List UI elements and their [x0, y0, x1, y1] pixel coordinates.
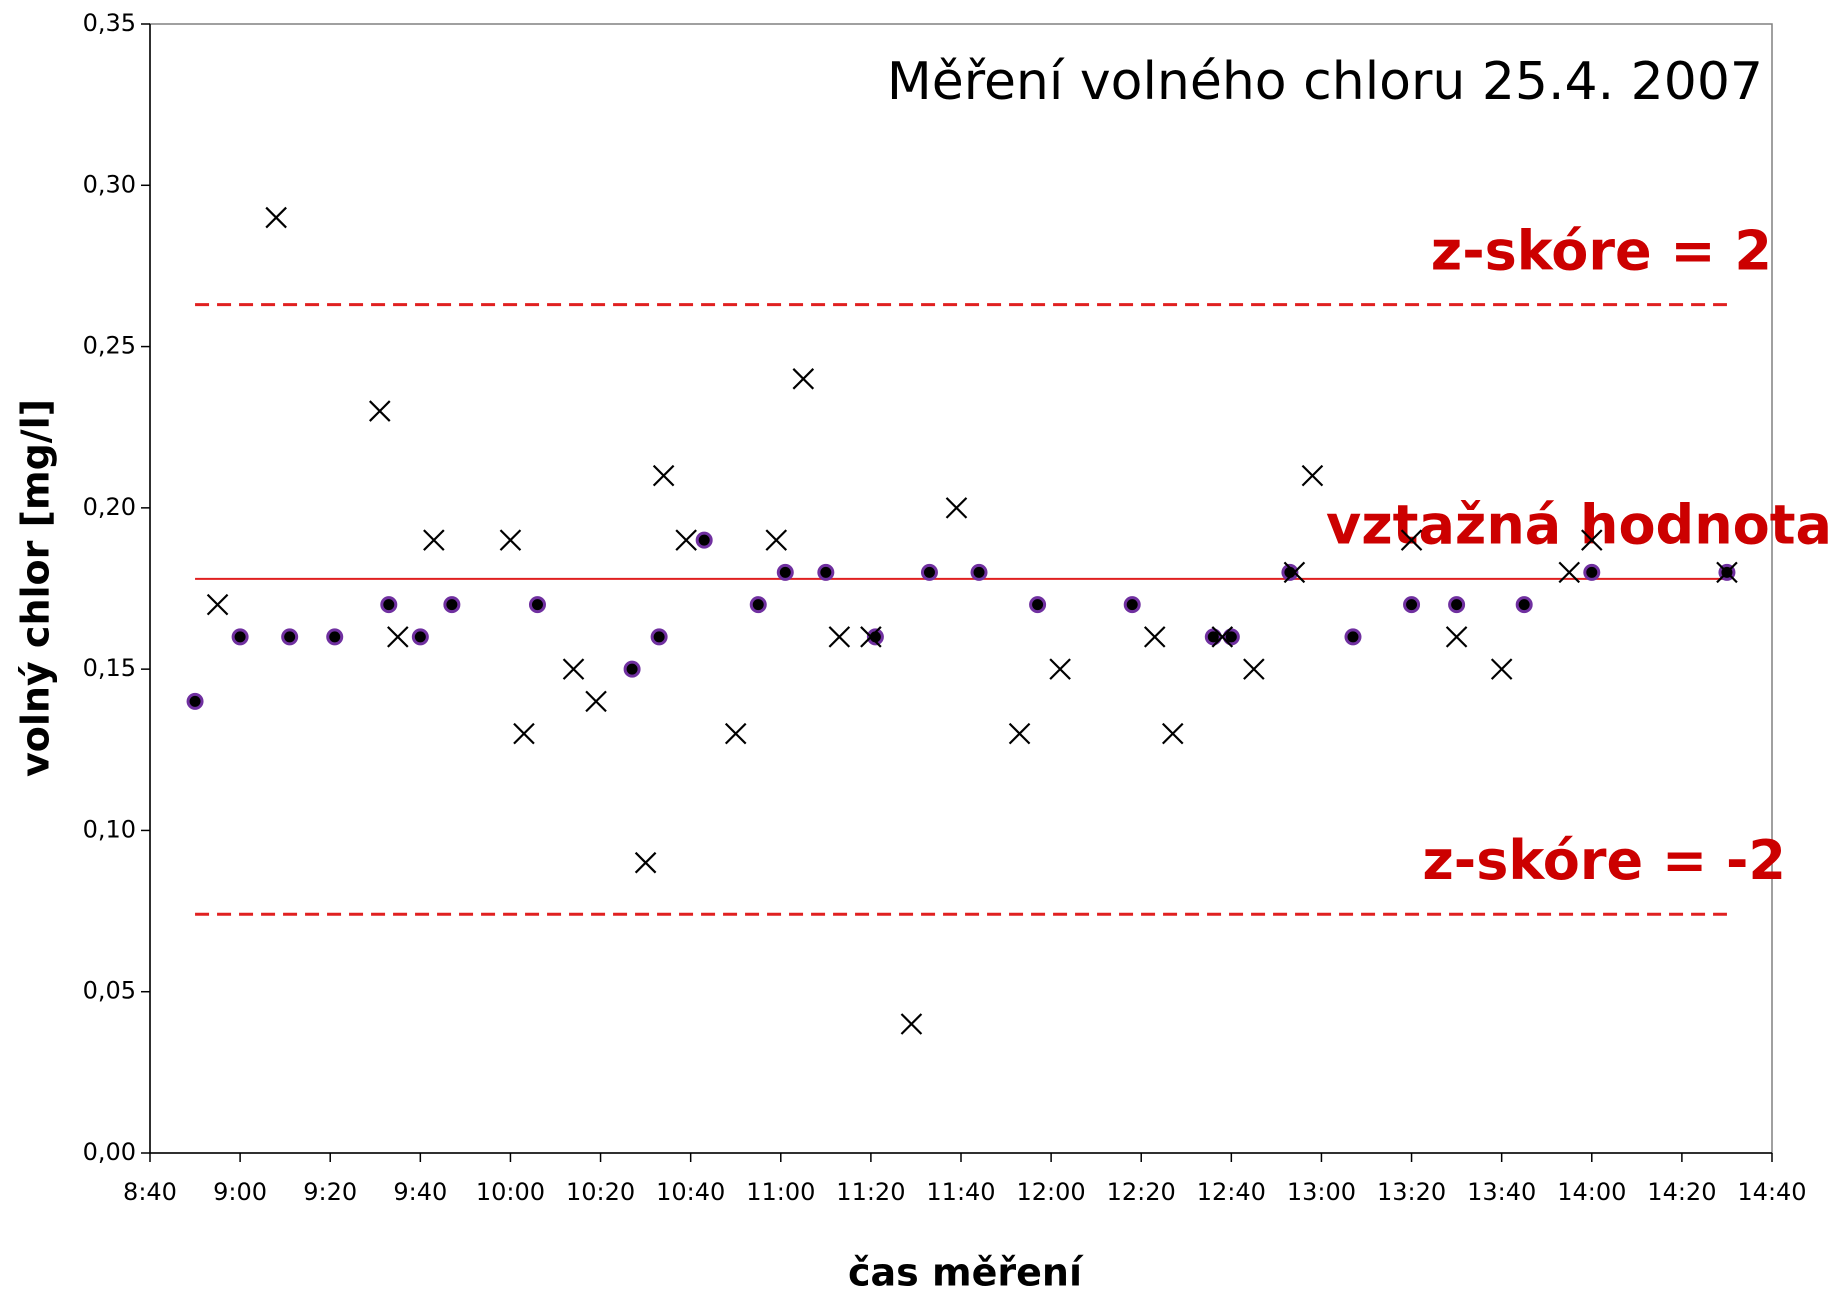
point [562, 658, 585, 680]
point [776, 563, 794, 581]
point [1283, 561, 1306, 584]
point [866, 628, 884, 646]
x-tick-label: 9:40 [393, 1178, 447, 1206]
y-tick-label: 0,05 [83, 977, 136, 1005]
point [1400, 529, 1423, 551]
x-tick-label: 14:20 [1647, 1178, 1716, 1206]
y-tick-label: 0,15 [83, 654, 136, 682]
point [860, 626, 882, 648]
reference-label: z-skóre = 2 [1431, 219, 1772, 282]
y-tick-label: 0,25 [83, 332, 136, 360]
point [231, 628, 249, 646]
point [650, 628, 668, 646]
x-tick-label: 11:20 [836, 1178, 905, 1206]
point [499, 529, 522, 551]
chart-title: Měření volného chloru 25.4. 2007 [887, 52, 1763, 112]
point [675, 529, 697, 551]
point [585, 690, 607, 713]
point [1204, 628, 1222, 646]
point [1301, 464, 1324, 487]
point [186, 692, 204, 710]
x-tick-label: 13:00 [1287, 1178, 1356, 1206]
point [380, 596, 398, 614]
point [1123, 596, 1141, 614]
point [828, 626, 851, 648]
x-tick-label: 11:00 [746, 1178, 815, 1206]
x-tick-label: 9:00 [213, 1178, 267, 1206]
point [411, 628, 429, 646]
point [724, 722, 747, 745]
x-axis-label: čas měření [848, 1251, 1084, 1294]
point [369, 400, 391, 422]
x-tick-label: 12:40 [1197, 1178, 1266, 1206]
point [945, 497, 968, 519]
point [1161, 722, 1184, 745]
y-tick-label: 0,20 [83, 493, 136, 521]
point [765, 529, 788, 551]
x-tick-label: 9:20 [303, 1178, 357, 1206]
point [326, 628, 344, 646]
point [1344, 628, 1362, 646]
point [387, 626, 409, 648]
point [817, 563, 835, 581]
point [423, 529, 445, 551]
x-tick-label: 12:00 [1017, 1178, 1086, 1206]
x-tick-label: 14:00 [1557, 1178, 1626, 1206]
point [1716, 561, 1738, 584]
point [528, 596, 546, 614]
plot-frame [149, 23, 1773, 1154]
y-tick-label: 0,35 [83, 9, 136, 37]
x-tick-label: 14:40 [1737, 1178, 1806, 1206]
point [1490, 658, 1513, 680]
y-axis-label: volný chlor [mg/l] [14, 399, 58, 777]
y-tick-label: 0,30 [83, 170, 136, 198]
point [792, 368, 815, 390]
point [1049, 658, 1071, 680]
x-tick-label: 8:40 [123, 1178, 177, 1206]
point [1445, 626, 1468, 648]
reference-label: vztažná hodnota [1326, 493, 1832, 556]
point [1143, 626, 1166, 648]
point [900, 1013, 923, 1035]
point [1448, 596, 1466, 614]
point [920, 563, 938, 581]
x-tick-label: 11:40 [926, 1178, 995, 1206]
point [749, 596, 767, 614]
x-tick-label: 13:20 [1377, 1178, 1446, 1206]
y-tick-label: 0,10 [83, 815, 136, 843]
point [1243, 658, 1265, 680]
x-tick-label: 10:00 [476, 1178, 545, 1206]
point [443, 596, 461, 614]
point [695, 531, 713, 549]
point [1583, 563, 1601, 581]
point [1222, 628, 1240, 646]
y-tick-label: 0,00 [83, 1138, 136, 1166]
point [1029, 596, 1047, 614]
point [206, 593, 229, 616]
point [513, 722, 535, 745]
point [1515, 596, 1533, 614]
point [265, 206, 287, 229]
x-tick-label: 10:20 [566, 1178, 635, 1206]
point [623, 660, 641, 678]
point [634, 851, 657, 874]
x-tick-label: 12:20 [1107, 1178, 1176, 1206]
reference-label: z-skóre = -2 [1422, 829, 1786, 892]
point [970, 563, 988, 581]
x-tick-label: 13:40 [1467, 1178, 1536, 1206]
point [652, 464, 675, 487]
point [281, 628, 299, 646]
point [1558, 561, 1581, 584]
point [1403, 596, 1421, 614]
point [1008, 722, 1031, 745]
x-tick-label: 10:40 [656, 1178, 725, 1206]
point [1281, 563, 1299, 581]
point [1211, 626, 1234, 648]
point [1581, 529, 1603, 551]
